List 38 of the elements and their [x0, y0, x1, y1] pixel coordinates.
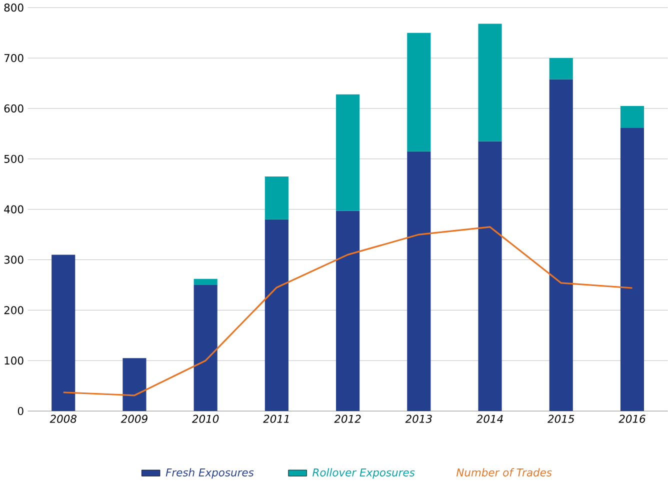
y-tick-label: 100: [4, 356, 24, 365]
text: Number of Trades: [456, 468, 552, 476]
bar: [407, 151, 431, 411]
x-tick-label: 2016: [618, 414, 646, 423]
bar: [264, 176, 288, 220]
y-tick-label: 500: [4, 154, 24, 163]
bar: [264, 219, 288, 411]
bar: [52, 254, 76, 411]
x-tick-label: 2012: [334, 414, 361, 423]
bar: [620, 128, 644, 411]
legend-label: Fresh Exposures: [166, 468, 254, 478]
x-tick-label: 2008: [50, 414, 77, 423]
bar: [478, 141, 502, 411]
bar: [194, 278, 218, 285]
x-tick-label: 2013: [405, 414, 432, 423]
x-tick-label: 2010: [192, 414, 219, 423]
y-tick-label: 300: [4, 256, 24, 264]
y-tick-label: 700: [4, 54, 24, 62]
y-tick-label: 600: [4, 104, 24, 112]
y-tick-label: 200: [4, 306, 24, 314]
y-tick-label: 0: [18, 406, 24, 415]
line-series: [62, 226, 634, 396]
bar: [122, 358, 146, 411]
bar: [407, 32, 431, 152]
bar: [549, 58, 573, 80]
x-tick-label: 2014: [476, 414, 503, 423]
bar: [549, 79, 573, 411]
x-tick-label: 2015: [548, 414, 574, 423]
bar: [336, 94, 360, 211]
bar: [336, 210, 360, 411]
x-tick-label: 2009: [120, 414, 148, 423]
y-tick-label: 800: [4, 3, 24, 12]
bar: [620, 106, 644, 128]
x-tick-label: 2011: [263, 414, 289, 423]
y-tick-label: 400: [4, 205, 24, 214]
legend-label: Rollover Exposures: [312, 468, 415, 478]
bar: [194, 284, 218, 411]
bar: [478, 24, 502, 142]
